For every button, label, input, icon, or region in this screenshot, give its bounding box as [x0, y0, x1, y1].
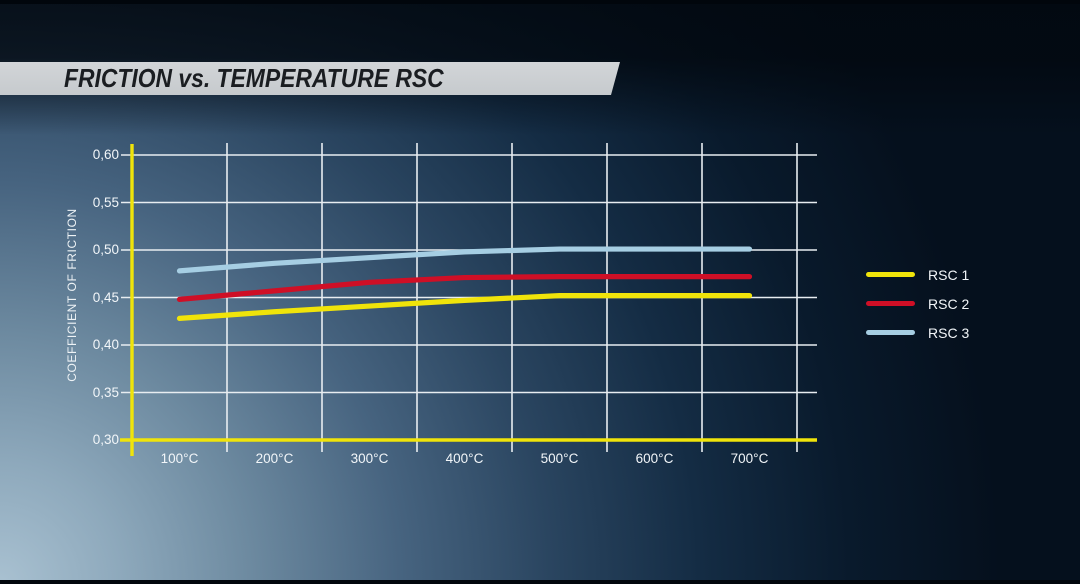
legend-label-rsc-1: RSC 1 — [928, 266, 970, 283]
legend-label-rsc-2: RSC 2 — [928, 295, 970, 312]
x-tick-label: 200°C — [255, 451, 294, 466]
x-tick-label: 400°C — [445, 451, 484, 466]
page-title: FRICTION vs. TEMPERATURE RSC — [64, 63, 444, 93]
y-tick-label: 0,45 — [92, 289, 119, 305]
y-tick-label: 0,40 — [92, 337, 119, 352]
x-tick-label: 500°C — [540, 451, 579, 466]
top-edge-bar — [0, 0, 1080, 4]
legend-swatch-rsc-1 — [866, 272, 915, 277]
chart-legend: RSC 1 RSC 2 RSC 3 — [866, 260, 969, 347]
axes — [120, 144, 817, 456]
x-tick-label: 600°C — [635, 451, 674, 466]
y-tick-label: 0,60 — [92, 147, 119, 162]
y-tick-label: 0,30 — [92, 432, 119, 447]
bottom-edge-bar — [0, 580, 1080, 584]
legend-item-rsc-2: RSC 2 — [866, 289, 969, 318]
y-tick-label: 0,55 — [92, 194, 119, 210]
legend-swatch-rsc-3 — [866, 330, 915, 335]
x-tick-label: 700°C — [730, 451, 769, 466]
title-banner: FRICTION vs. TEMPERATURE RSC — [0, 62, 620, 95]
legend-swatch-rsc-2 — [866, 301, 915, 306]
series-line-rsc-1 — [176, 293, 753, 321]
legend-item-rsc-1: RSC 1 — [866, 260, 969, 289]
y-tick-label: 0,50 — [92, 242, 119, 257]
legend-item-rsc-3: RSC 3 — [866, 318, 969, 347]
series-line-rsc-3 — [176, 246, 753, 274]
series-line-rsc-2 — [176, 274, 753, 302]
legend-label-rsc-3: RSC 3 — [928, 324, 970, 341]
x-tick-label: 100°C — [160, 451, 199, 466]
x-tick-label: 300°C — [350, 451, 389, 466]
y-tick-label: 0,35 — [92, 384, 119, 400]
